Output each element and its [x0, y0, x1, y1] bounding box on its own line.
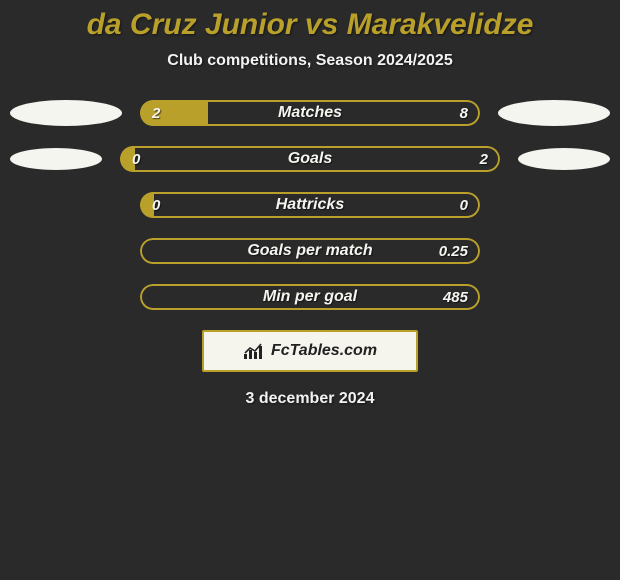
subtitle: Club competitions, Season 2024/2025	[0, 52, 620, 70]
brand-text: FcTables.com	[271, 342, 377, 360]
player-right-marker	[518, 148, 610, 170]
stat-bar: 00Hattricks	[140, 192, 480, 218]
stat-label: Min per goal	[140, 284, 480, 310]
stat-label: Goals	[120, 146, 500, 172]
player-left-marker	[10, 100, 122, 126]
stat-bar: 02Goals	[120, 146, 500, 172]
stat-bar: 0.25Goals per match	[140, 238, 480, 264]
stat-row: 02Goals	[10, 146, 610, 172]
stat-label: Goals per match	[140, 238, 480, 264]
player-left-marker	[10, 148, 102, 170]
player-right-marker	[498, 100, 610, 126]
date-text: 3 december 2024	[0, 390, 620, 408]
bar-fill-left	[120, 146, 135, 172]
bar-fill-left	[140, 192, 154, 218]
stat-bar: 485Min per goal	[140, 284, 480, 310]
page-title: da Cruz Junior vs Marakvelidze	[0, 0, 620, 42]
stat-value-right: 2	[480, 146, 488, 172]
stat-bar: 28Matches	[140, 100, 480, 126]
stat-row: 00Hattricks	[10, 192, 610, 218]
comparison-chart: 28Matches 02Goals 00Hattricks 0.25Goals per…	[0, 100, 620, 310]
stat-value-right: 0	[460, 192, 468, 218]
bar-fill-left	[140, 100, 208, 126]
stat-row: 485Min per goal	[10, 284, 610, 310]
stat-value-right: 0.25	[439, 238, 468, 264]
chart-icon	[243, 342, 265, 360]
stat-value-right: 8	[460, 100, 468, 126]
stat-row: 28Matches	[10, 100, 610, 126]
stat-value-right: 485	[443, 284, 468, 310]
brand-badge: FcTables.com	[202, 330, 418, 372]
stat-label: Hattricks	[140, 192, 480, 218]
stat-row: 0.25Goals per match	[10, 238, 610, 264]
